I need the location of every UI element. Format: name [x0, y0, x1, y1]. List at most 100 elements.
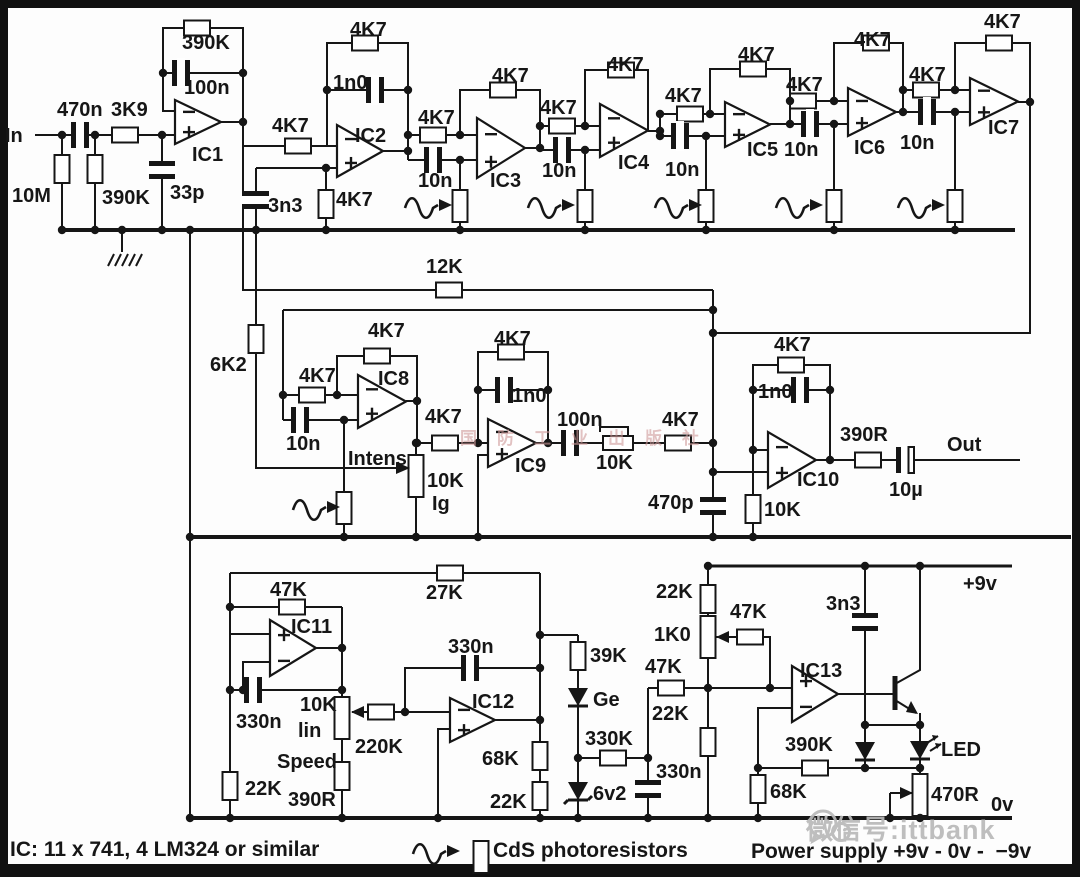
component-label: lin — [298, 720, 321, 742]
junction-dot — [535, 663, 545, 673]
junction-dot — [158, 68, 168, 78]
junction-dot — [535, 813, 545, 823]
component-label: 22K — [652, 703, 689, 725]
resistor — [183, 19, 211, 37]
component-label: 27K — [426, 582, 463, 604]
junction-dot — [322, 85, 332, 95]
wire — [833, 42, 904, 112]
component-label: IC11 — [291, 616, 332, 638]
wire — [326, 42, 409, 160]
junction-dot — [90, 130, 100, 140]
resistor — [599, 749, 627, 767]
junction-dot — [748, 445, 758, 455]
diode — [568, 688, 588, 706]
junction-dot — [950, 225, 960, 235]
photoresistor-box — [335, 491, 353, 525]
capacitor-gap — [296, 405, 304, 435]
junction-dot — [785, 119, 795, 129]
capacitor-gap — [698, 502, 728, 510]
junction-dot — [337, 813, 347, 823]
resistor — [431, 434, 459, 452]
junction-dot — [708, 438, 718, 448]
capacitor — [291, 407, 296, 433]
capacitor — [700, 497, 726, 502]
junction-dot — [703, 813, 713, 823]
capacitor — [553, 137, 558, 163]
junction-dot — [238, 68, 248, 78]
squiggle-arrow-icon — [653, 197, 689, 219]
led — [910, 741, 930, 759]
junction-dot — [412, 396, 422, 406]
resistor — [317, 189, 335, 219]
junction-dot — [455, 225, 465, 235]
junction-dot — [580, 225, 590, 235]
junction-dot — [708, 467, 718, 477]
component-label: 4K7 — [738, 44, 775, 66]
component-label: 4K7 — [425, 406, 462, 428]
capacitor — [304, 407, 309, 433]
resistor — [333, 761, 351, 791]
capacitor-gap — [429, 145, 437, 175]
component-label: 390K — [785, 734, 833, 756]
ic-note: IC: 11 x 741, 4 LM324 or similar — [10, 838, 320, 861]
component-label: 10n — [286, 433, 320, 455]
junction-dot — [157, 225, 167, 235]
capacitor — [366, 77, 371, 103]
junction-dot — [915, 561, 925, 571]
wire — [709, 68, 791, 124]
component-label: 220K — [355, 736, 403, 758]
wire — [404, 667, 540, 712]
component-label: 100n — [557, 409, 603, 431]
resistor — [657, 679, 685, 697]
junction-dot — [238, 117, 248, 127]
capacitor-gap — [806, 109, 814, 139]
junction-dot — [337, 685, 347, 695]
potentiometer — [407, 454, 425, 498]
component-label: 10K — [764, 499, 801, 521]
component-label: 3K9 — [111, 99, 148, 121]
ground-icon — [121, 253, 129, 267]
component-label: 10n — [900, 132, 934, 154]
component-label: 390R — [840, 424, 888, 446]
junction-dot — [473, 438, 483, 448]
junction-dot — [703, 683, 713, 693]
power-supply-note: Power supply +9v - 0v - −9v — [751, 840, 1032, 863]
component-label: 22K — [490, 791, 527, 813]
capacitor — [257, 677, 262, 703]
arrowhead-icon — [900, 787, 913, 799]
capacitor — [574, 430, 579, 456]
junction-dot — [950, 85, 960, 95]
component-label: IC1 — [192, 144, 223, 166]
capacitor — [243, 191, 269, 196]
capacitor-gap — [676, 121, 684, 151]
wire — [715, 636, 771, 688]
junction-dot — [339, 532, 349, 542]
opamp-IC3 — [475, 116, 528, 180]
resistor — [111, 126, 139, 144]
resistor — [367, 703, 395, 721]
component-label: 1n0 — [333, 72, 367, 94]
capacitor-gap — [558, 135, 566, 165]
squiggle-arrowhead-icon — [439, 199, 452, 211]
junction-dot — [411, 532, 421, 542]
component-label: 4K7 — [540, 97, 577, 119]
component-label: IC2 — [355, 125, 386, 147]
component-label: 6v2 — [593, 783, 626, 805]
component-label: Ge — [593, 689, 620, 711]
component-label: LED — [941, 739, 981, 761]
diode — [855, 742, 875, 760]
component-label: 4K7 — [494, 328, 531, 350]
capacitor — [561, 430, 566, 456]
resistor — [664, 434, 692, 452]
component-label: IC7 — [988, 117, 1019, 139]
junction-dot — [829, 119, 839, 129]
resistor — [531, 741, 549, 771]
junction-dot — [753, 813, 763, 823]
component-label: 10n — [542, 160, 576, 182]
capacitor — [852, 613, 878, 618]
component-label: 10n — [784, 139, 818, 161]
potentiometer — [333, 696, 351, 740]
resistor — [531, 781, 549, 811]
component-label: 1n0 — [758, 381, 792, 403]
squiggle-arrowhead-icon — [562, 199, 575, 211]
